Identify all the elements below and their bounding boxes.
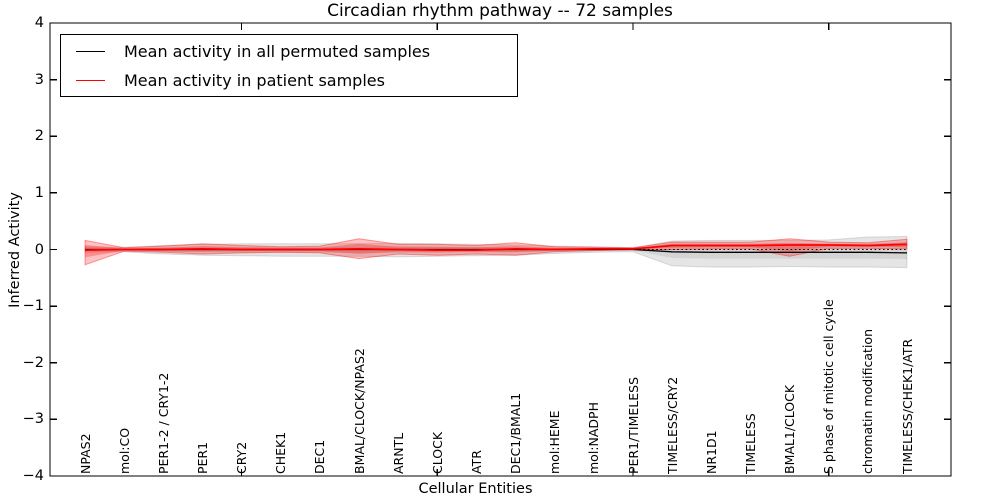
- x-category-label: CRY2: [234, 441, 250, 474]
- y-tick-label: 3: [34, 71, 44, 88]
- x-category-label: DEC1: [312, 439, 328, 474]
- x-category-label: mol:NADPH: [586, 402, 602, 474]
- legend-item: Mean activity in all permuted samples: [61, 40, 517, 62]
- x-category-label: mol:HEME: [547, 410, 563, 475]
- chart-title: Circadian rhythm pathway -- 72 samples: [327, 1, 673, 21]
- y-tick-label: 2: [34, 128, 44, 145]
- x-category-label: PER1: [194, 441, 210, 474]
- x-category-label: CHEK1: [273, 431, 289, 474]
- legend-line-patient-samples: [76, 79, 105, 81]
- permuted-std-outer-band: [84, 235, 908, 269]
- legend-line-permuted-samples: [76, 50, 105, 52]
- x-category-label: PER1/TIMELESS: [625, 376, 641, 474]
- permuted-std-inner-band: [85, 242, 907, 260]
- x-category-label: TIMELESS/CHEK1/ATR: [899, 338, 915, 474]
- legend-label: Mean activity in all permuted samples: [124, 41, 431, 61]
- y-tick-label: −2: [22, 354, 44, 371]
- x-axis-label: Cellular Entities: [418, 481, 533, 497]
- y-tick-label: −4: [22, 468, 44, 484]
- y-tick-label: 4: [34, 15, 44, 31]
- x-category-label: CLOCK: [429, 431, 445, 474]
- x-category-label: NPAS2: [77, 433, 93, 474]
- legend-item: Mean activity in patient samples: [61, 69, 517, 91]
- x-category-label: S phase of mitotic cell cycle: [821, 299, 837, 474]
- x-category-label: chromatin modification: [860, 329, 876, 474]
- x-category-label: NR1D1: [703, 430, 719, 474]
- x-category-label: TIMELESS/CRY2: [664, 376, 680, 474]
- x-category-label: TIMELESS: [742, 413, 758, 474]
- legend: Mean activity in all permuted samples Me…: [60, 34, 518, 97]
- patient-mean-line: [84, 243, 908, 251]
- y-tick-label: 0: [34, 241, 44, 258]
- x-category-label: ARNTL: [390, 432, 406, 474]
- x-category-label: BMAL1/CLOCK: [782, 384, 798, 474]
- x-category-label: ATR: [468, 450, 484, 474]
- legend-label: Mean activity in patient samples: [124, 70, 385, 90]
- x-category-label: PER1-2 / CRY1-2: [155, 372, 171, 474]
- x-category-label: mol:CO: [116, 427, 132, 474]
- x-category-label: DEC1/BMAL1: [508, 392, 524, 474]
- y-tick-label: −1: [22, 298, 44, 315]
- x-category-label: BMAL/CLOCK/NPAS2: [351, 348, 367, 474]
- y-tick-label: 1: [34, 184, 44, 201]
- y-tick-label: −3: [22, 411, 44, 428]
